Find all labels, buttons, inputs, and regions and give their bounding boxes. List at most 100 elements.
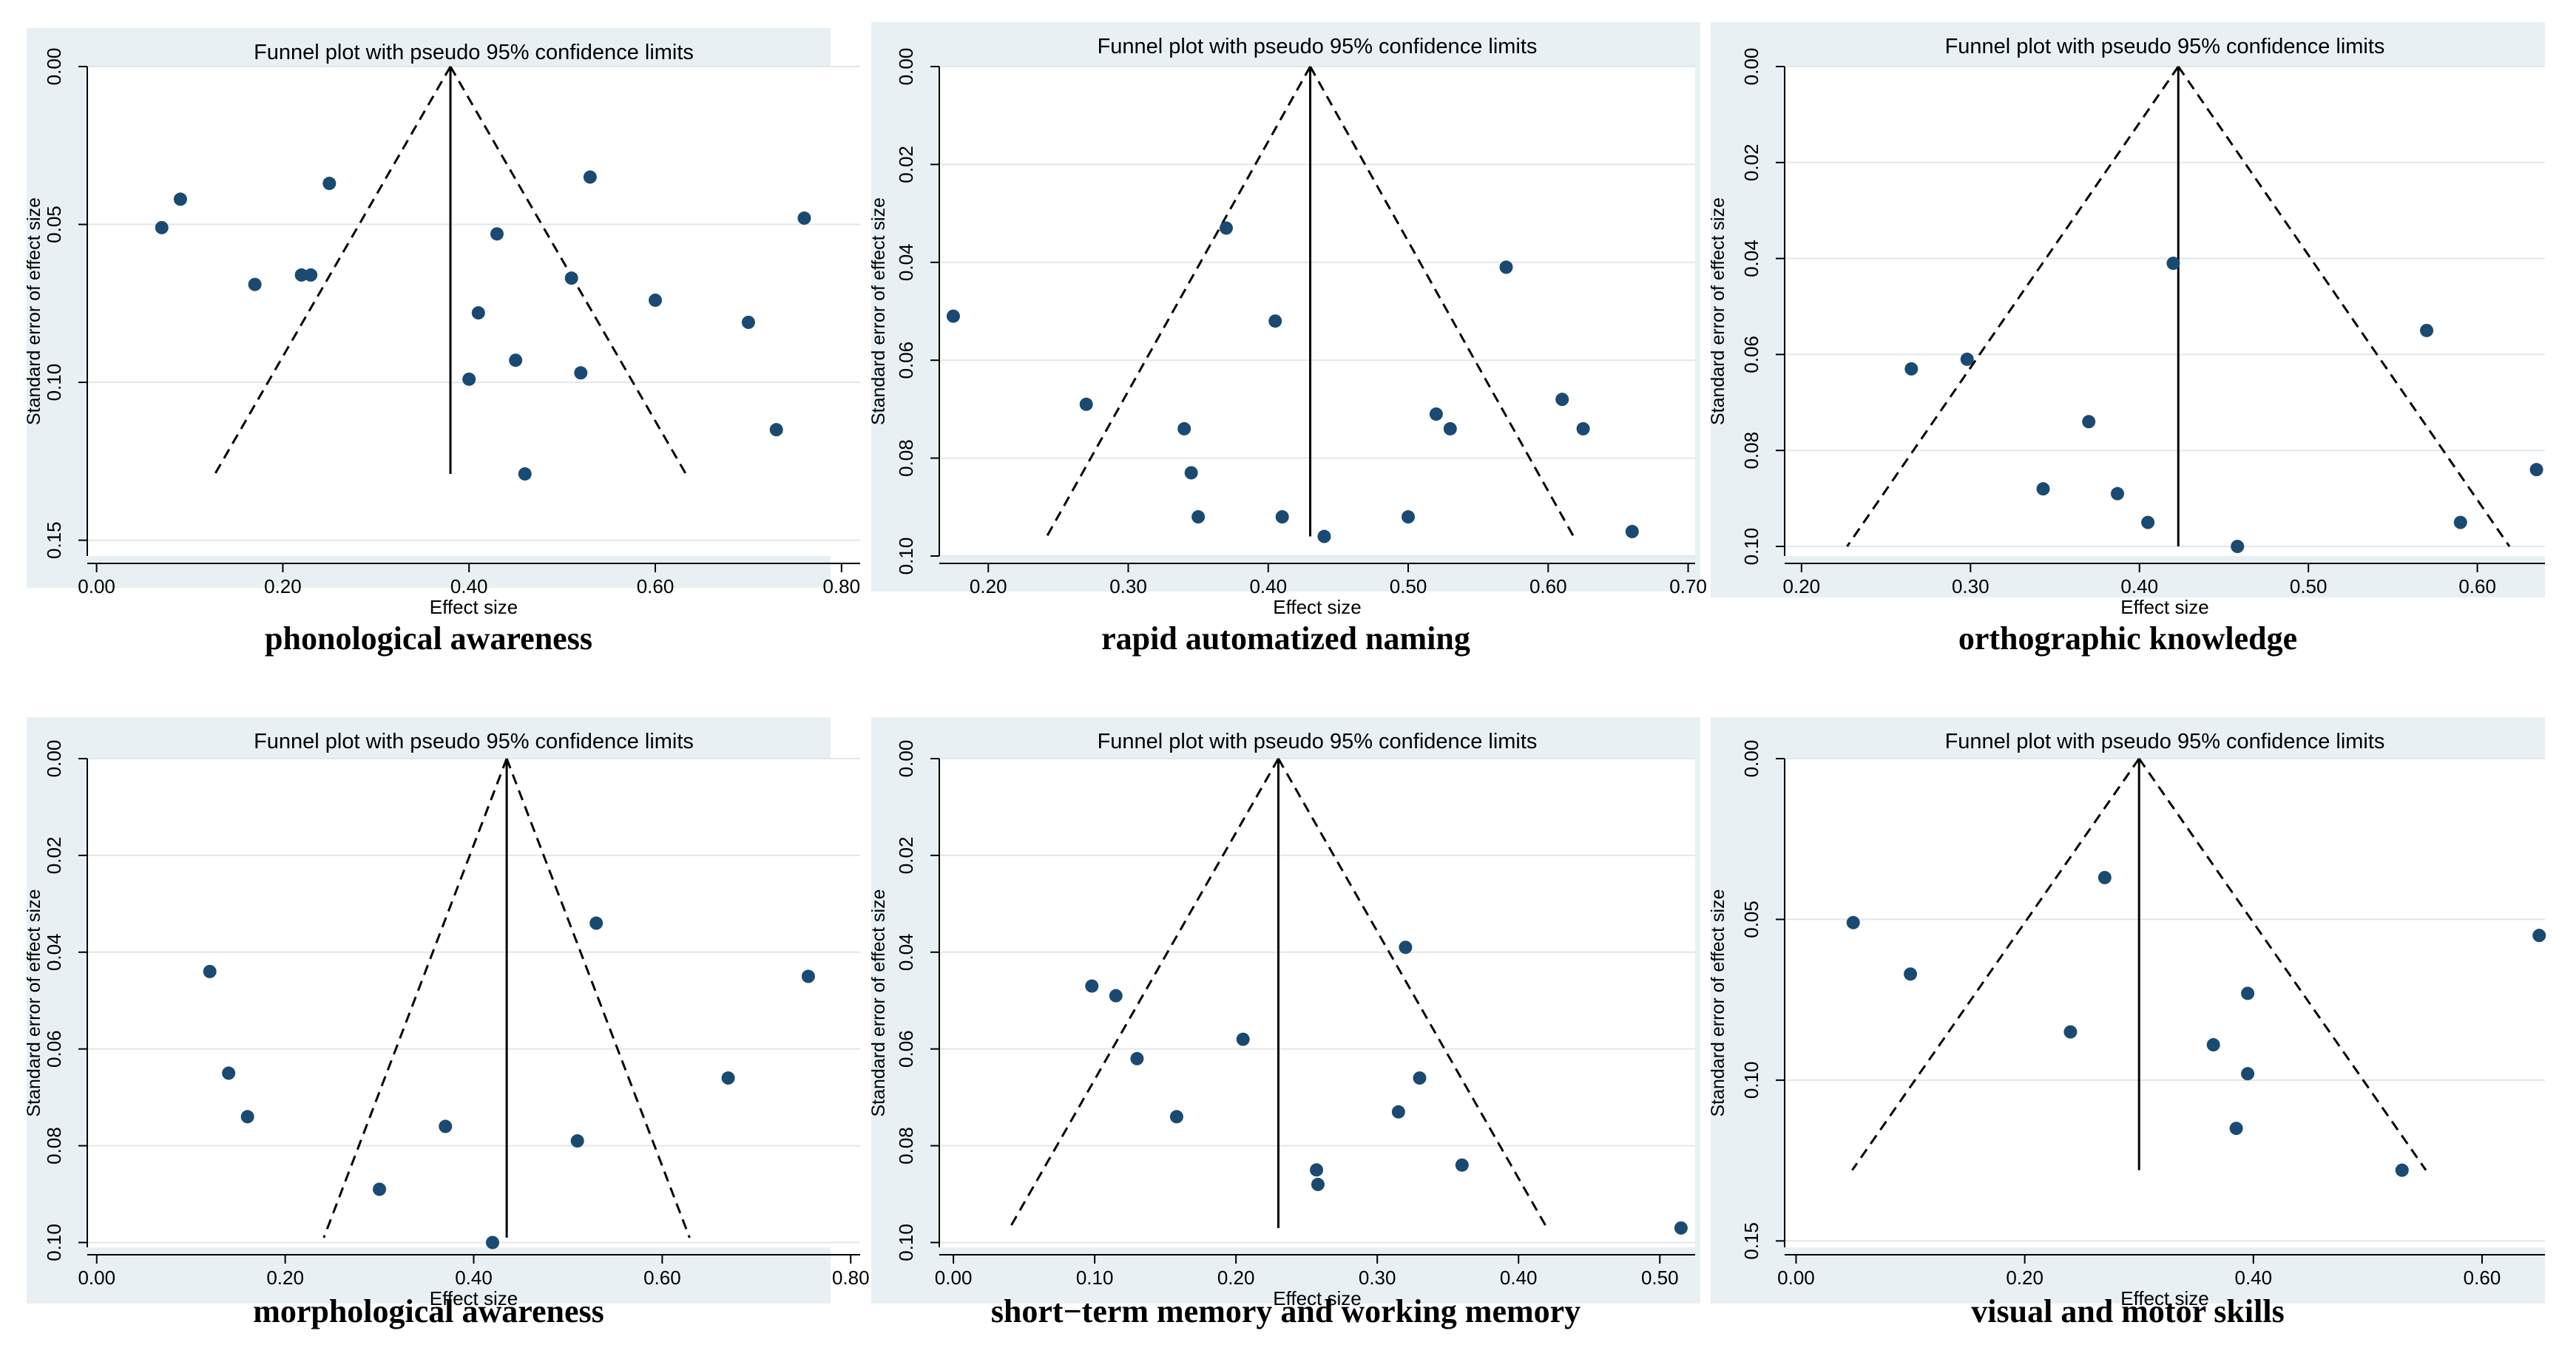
study-point	[2229, 1122, 2243, 1136]
study-point	[2082, 415, 2096, 429]
x-tick-label: 0.10	[1076, 1267, 1114, 1289]
lower-confidence-limit	[322, 758, 508, 1238]
study-point	[509, 353, 523, 367]
x-tick-label: 0.20	[266, 1267, 304, 1289]
upper-confidence-limit	[2137, 758, 2427, 1171]
y-tick-label: 0.10	[895, 538, 917, 575]
study-point	[2529, 463, 2543, 477]
x-tick-label: 0.40	[1500, 1267, 1538, 1289]
x-tick-label: 0.60	[2464, 1267, 2501, 1289]
chart-title: Funnel plot with pseudo 95% confidence l…	[1945, 35, 2385, 58]
study-point	[203, 964, 217, 978]
y-tick-label: 0.05	[1740, 901, 1762, 938]
study-point	[2453, 515, 2467, 529]
study-point	[570, 1134, 584, 1148]
study-point	[1085, 979, 1099, 993]
study-point	[769, 423, 783, 437]
study-point	[589, 916, 604, 930]
study-point	[294, 268, 308, 282]
study-point	[1079, 397, 1093, 411]
chart-title: Funnel plot with pseudo 95% confidence l…	[1098, 730, 1538, 753]
y-tick-label: 0.08	[43, 1127, 65, 1165]
x-tick-label: 0.20	[2006, 1267, 2043, 1289]
y-axis-title: Standard error of effect size	[868, 889, 889, 1116]
y-tick-label: 0.10	[1740, 1062, 1762, 1099]
study-point	[2141, 515, 2155, 529]
y-axis-title: Standard error of effect size	[1708, 889, 1728, 1116]
x-tick-label: 0.20	[970, 575, 1007, 597]
y-tick-label: 0.10	[43, 1224, 65, 1261]
y-tick-label: 0.04	[895, 243, 917, 281]
y-tick-label: 0.04	[43, 933, 65, 971]
study-point	[741, 315, 755, 329]
study-point	[1402, 510, 1416, 524]
study-point	[946, 309, 960, 323]
panel-caption: orthographic knowledge	[1958, 620, 2297, 657]
study-point	[1904, 362, 1919, 376]
study-point	[304, 268, 318, 282]
study-point	[471, 306, 485, 320]
study-point	[1310, 1163, 1324, 1177]
y-tick-label: 0.02	[895, 837, 917, 875]
study-point	[1625, 524, 1639, 538]
study-point	[1184, 466, 1198, 480]
x-tick-label: 0.00	[78, 1267, 115, 1289]
study-point	[2206, 1038, 2220, 1052]
study-point	[1130, 1051, 1144, 1065]
study-point	[583, 170, 597, 184]
x-tick-label: 0.40	[450, 575, 488, 597]
study-point	[2063, 1025, 2078, 1039]
plot-area	[1785, 759, 2545, 1247]
study-point	[518, 467, 532, 481]
study-point	[248, 277, 262, 291]
x-tick-label: 0.40	[455, 1267, 493, 1289]
y-tick-label: 0.00	[43, 740, 65, 778]
study-point	[1443, 421, 1457, 436]
study-point	[1177, 421, 1191, 436]
study-point	[1268, 314, 1282, 328]
lower-confidence-limit	[1846, 66, 2180, 547]
y-tick-label: 0.15	[43, 521, 65, 559]
study-point	[485, 1236, 499, 1250]
lower-confidence-limit	[1046, 66, 1311, 538]
y-tick-label: 0.00	[1740, 740, 1762, 778]
study-point	[2036, 482, 2050, 496]
y-tick-label: 0.10	[895, 1224, 917, 1261]
x-tick-label: 0.00	[935, 1267, 973, 1289]
panel-caption: phonological awareness	[265, 620, 592, 657]
x-tick-label: 0.70	[1669, 575, 1707, 597]
x-tick-label: 0.60	[643, 1267, 681, 1289]
lower-confidence-limit	[1008, 758, 1279, 1229]
chart-title: Funnel plot with pseudo 95% confidence l…	[254, 730, 694, 753]
y-tick-label: 0.10	[43, 364, 65, 401]
study-point	[2241, 986, 2255, 1000]
study-point	[797, 211, 811, 226]
study-point	[2166, 257, 2180, 271]
study-point	[2241, 1067, 2255, 1081]
y-tick-label: 0.08	[895, 439, 917, 477]
study-point	[1169, 1110, 1183, 1124]
y-tick-label: 0.02	[1740, 143, 1762, 181]
funnel-chart-6: 0.00 0.05 0.10 0.15 0.00 0.20 0.40 0.60 Funnel p…	[1708, 717, 2546, 1329]
funnel-chart-5: 0.00 0.02 0.04 0.06 0.08 0.10 0.00 0.10 0.20 0.30…	[868, 717, 1700, 1329]
x-tick-label: 0.50	[1390, 575, 1427, 597]
chart-title: Funnel plot with pseudo 95% confidence l…	[1098, 35, 1538, 58]
plot-area	[1785, 67, 2545, 556]
y-tick-label: 0.06	[895, 342, 917, 379]
funnel-chart-3: 0.00 0.02 0.04 0.06 0.08 0.10 0.20 0.30 0.40 0.50…	[1708, 22, 2545, 657]
study-point	[1555, 393, 1569, 407]
y-axis-title: Standard error of effect size	[24, 197, 44, 425]
study-point	[1236, 1032, 1250, 1046]
y-tick-label: 0.05	[43, 206, 65, 243]
x-tick-label: 0.60	[637, 575, 675, 597]
study-point	[1317, 529, 1331, 543]
study-point	[2111, 487, 2125, 501]
study-point	[574, 366, 588, 380]
panel-caption: morphological awareness	[253, 1293, 604, 1329]
x-tick-label: 0.40	[1249, 575, 1287, 597]
y-tick-label: 0.02	[895, 146, 917, 183]
study-point	[1499, 260, 1513, 274]
study-point	[1275, 510, 1289, 524]
panel-caption: rapid automatized naming	[1101, 620, 1470, 657]
x-axis-title: Effect size	[1273, 596, 1361, 618]
